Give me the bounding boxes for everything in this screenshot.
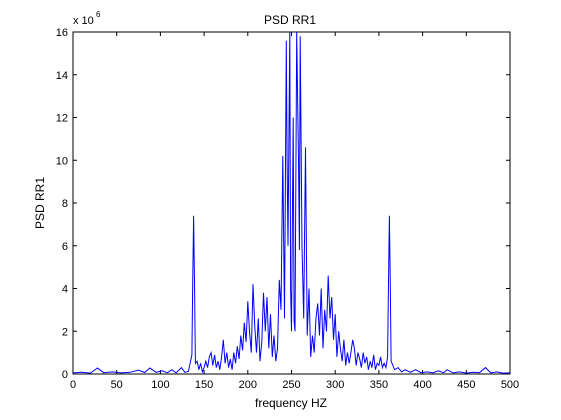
y-axis-title: PSD RR1: [33, 177, 47, 229]
y-axis: 0 2 4 6 8 10 12 14 16: [56, 27, 510, 381]
y-tick-label: 8: [62, 198, 68, 210]
y-tick-label: 2: [62, 326, 68, 338]
x-tick-label: 400: [413, 379, 431, 391]
x-tick-label: 200: [239, 379, 257, 391]
psd-series-line: [72, 31, 511, 374]
x-tick-label: 150: [195, 379, 213, 391]
x-tick-label: 350: [370, 379, 388, 391]
x-tick-label: 250: [282, 379, 300, 391]
y-tick-label: 10: [56, 155, 68, 167]
y-tick-label: 6: [62, 241, 68, 253]
x-tick-label: 100: [151, 379, 169, 391]
series-layer: [72, 31, 511, 374]
y-tick-label: 16: [56, 27, 68, 39]
x-tick-label: 500: [501, 379, 519, 391]
y-tick-label: 4: [62, 284, 68, 296]
y-exponent-label: x 10 6: [73, 10, 101, 27]
y-exponent-power: 6: [96, 10, 101, 19]
x-tick-label: 0: [70, 379, 76, 391]
chart-title: PSD RR1: [264, 13, 316, 27]
x-axis: 0 50 100 150 200 250 300 350 400 450 500: [70, 32, 519, 391]
y-tick-label: 0: [62, 369, 68, 381]
x-axis-title: frequency HZ: [255, 396, 327, 410]
x-tick-label: 450: [457, 379, 475, 391]
y-tick-label: 12: [56, 113, 68, 125]
y-exponent-base: x 10: [73, 15, 94, 27]
x-tick-label: 50: [111, 379, 123, 391]
y-tick-label: 14: [56, 70, 68, 82]
x-tick-label: 300: [326, 379, 344, 391]
